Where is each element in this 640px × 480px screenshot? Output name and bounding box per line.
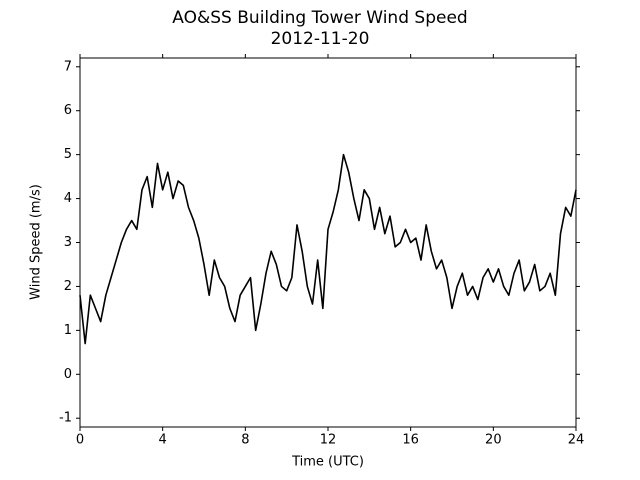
x-tick-label: 0 [76,433,84,448]
x-tick-label: 8 [241,433,249,448]
y-tick-label: -1 [59,411,72,426]
x-axis-label: Time (UTC) [291,455,364,470]
y-tick-label: 3 [64,235,72,250]
x-tick-label: 24 [568,433,585,448]
chart-title: AO&SS Building Tower Wind Speed [172,8,467,28]
y-tick-label: 7 [64,59,72,74]
y-axis-label: Wind Speed (m/s) [29,184,44,300]
y-tick-label: 0 [64,367,72,382]
x-tick-label: 16 [402,433,419,448]
data-line [79,153,577,345]
y-tick-label: 4 [64,191,72,206]
x-tick-label: 12 [320,433,337,448]
x-tick-label: 20 [485,433,502,448]
y-tick-label: 2 [64,279,72,294]
y-tick-label: 6 [64,103,72,118]
y-tick-label: 5 [64,147,72,162]
y-tick-label: 1 [64,323,72,338]
x-tick-label: 4 [159,433,167,448]
chart-subtitle: 2012-11-20 [271,29,370,49]
plot-frame [79,57,577,428]
